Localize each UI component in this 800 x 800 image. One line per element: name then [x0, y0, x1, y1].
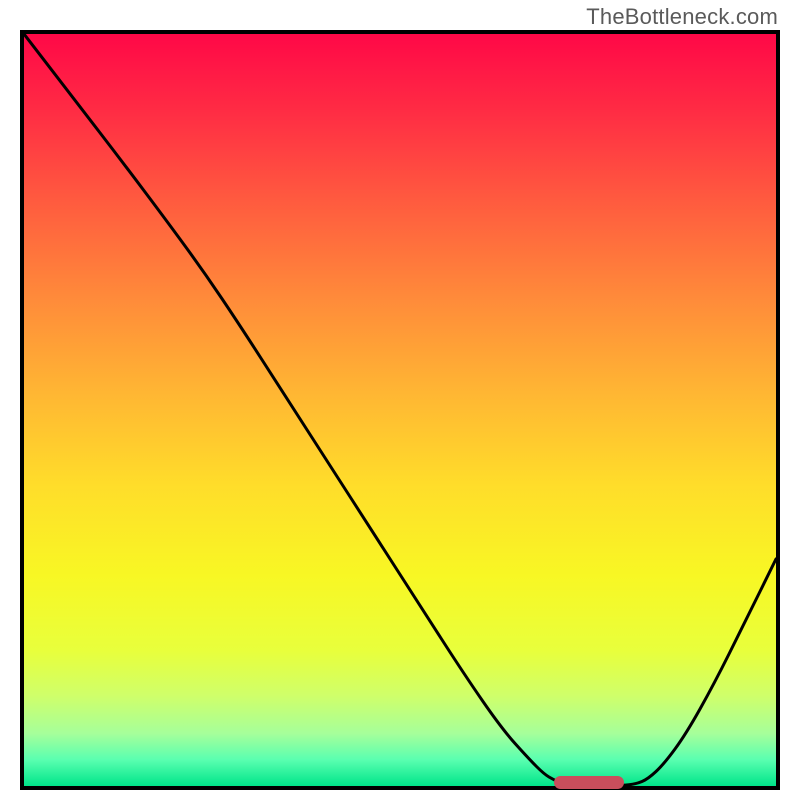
watermark-text: TheBottleneck.com	[586, 4, 778, 30]
plot-frame	[20, 30, 780, 790]
optimal-range-marker	[554, 776, 624, 789]
bottleneck-curve	[24, 34, 776, 786]
stage: TheBottleneck.com	[0, 0, 800, 800]
plot-inner	[24, 34, 776, 786]
